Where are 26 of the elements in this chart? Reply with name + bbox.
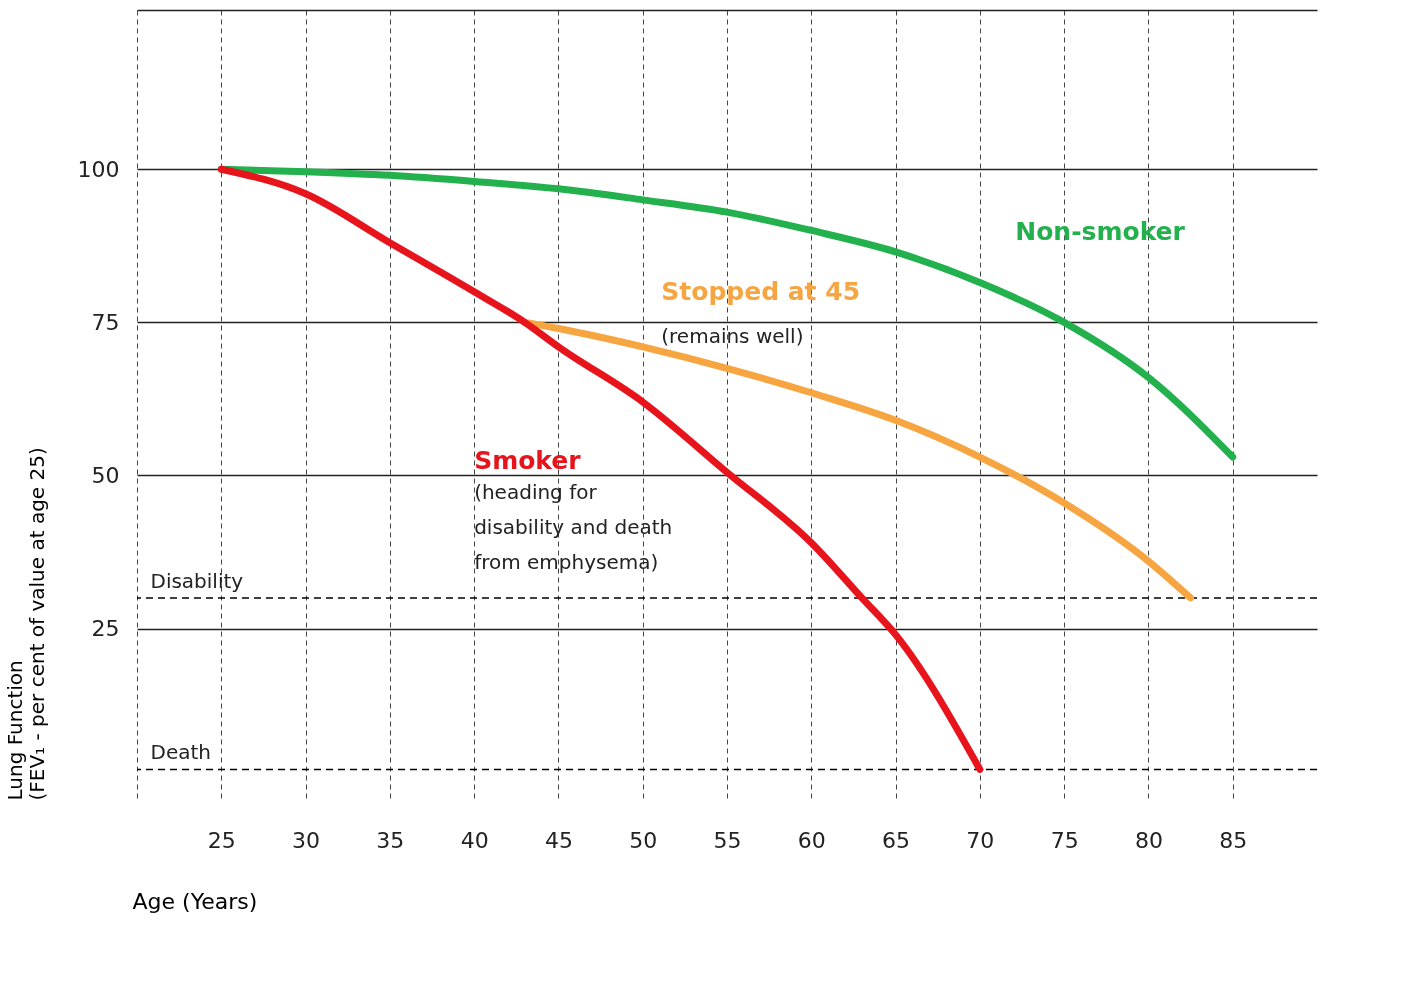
x-tick-label: 55 xyxy=(713,827,742,853)
series-label: Non-smoker xyxy=(1015,216,1186,246)
x-axis-title: Age (Years) xyxy=(132,888,258,914)
x-tick-label: 35 xyxy=(376,827,405,853)
x-tick-label: 70 xyxy=(966,827,995,853)
y-tick-label: 50 xyxy=(91,462,120,488)
x-tick-label: 85 xyxy=(1219,827,1248,853)
y-tick-label: 100 xyxy=(77,156,120,182)
text: Smoker xyxy=(474,446,582,476)
x-tick-label: 75 xyxy=(1050,827,1079,853)
annotation: (heading for disability and death from emphysema) xyxy=(474,479,673,574)
y-tick-label: 75 xyxy=(91,309,120,335)
ref-line-label: Disability xyxy=(150,568,244,593)
series-label: Stopped at 45 xyxy=(661,276,861,306)
x-tick-label: 45 xyxy=(544,827,573,853)
x-tick-label: 40 xyxy=(460,827,489,853)
x-tick-label: 65 xyxy=(882,827,911,853)
x-tick-label: 25 xyxy=(207,827,236,853)
x-tick-label: 80 xyxy=(1134,827,1163,853)
annotation: (remains well) xyxy=(661,324,804,349)
y-tick-label: 25 xyxy=(91,616,120,642)
x-tick-label: 50 xyxy=(629,827,658,853)
x-tick-label: 30 xyxy=(292,827,321,853)
x-tick-label: 60 xyxy=(797,827,826,853)
ref-line-label: Death xyxy=(150,740,211,765)
y-axis-title: Lung Function (FEV₁ - per cent of value at age 25) xyxy=(2,447,49,801)
